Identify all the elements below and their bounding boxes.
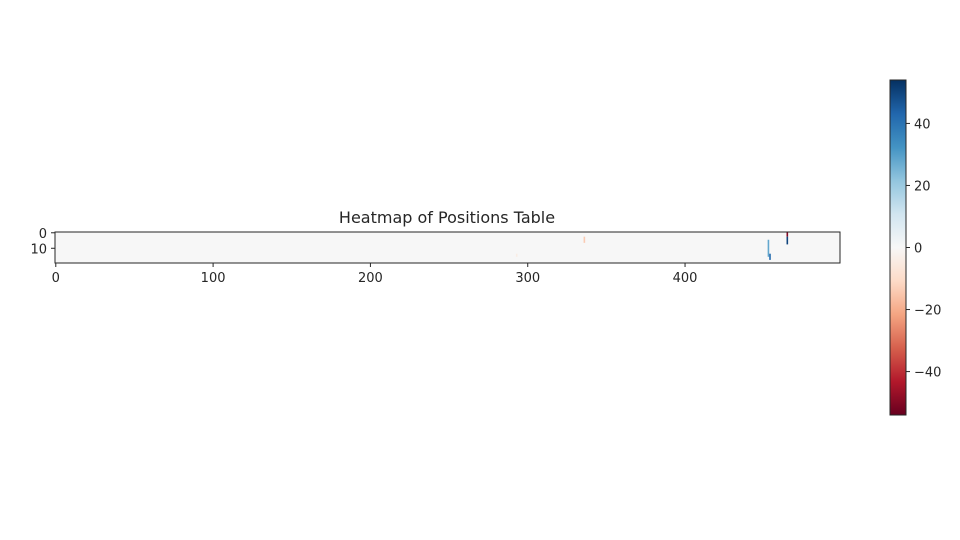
x-tick-label: 100 xyxy=(201,271,226,286)
heatmap-cell xyxy=(515,253,518,257)
heatmap-cell xyxy=(786,236,789,245)
y-tick-label: 10 xyxy=(30,242,47,257)
colorbar-gradient xyxy=(890,80,906,415)
heatmap-cell xyxy=(767,239,770,257)
heatmap-plot-area xyxy=(54,231,841,264)
colorbar-tick-label: −20 xyxy=(914,304,941,319)
heatmap-background xyxy=(55,232,840,263)
colorbar-ticks: −40 −20 0 20 40 xyxy=(906,117,941,381)
heatmap-cell xyxy=(583,236,586,243)
chart-title: Heatmap of Positions Table xyxy=(339,208,555,227)
heatmap-cell xyxy=(786,232,789,237)
colorbar-tick-label: 20 xyxy=(914,179,931,194)
plot-frame xyxy=(54,231,841,264)
x-tick-label: 200 xyxy=(358,271,383,286)
colorbar-tick-label: 40 xyxy=(914,117,931,132)
x-axis: 0 100 200 300 400 xyxy=(52,263,698,286)
y-axis: 010 xyxy=(30,227,55,257)
y-tick-label: 0 xyxy=(39,227,47,242)
colorbar-tick-label: −40 xyxy=(914,366,941,381)
colorbar-tick-label: 0 xyxy=(914,242,922,257)
heatmap-cells xyxy=(515,232,789,260)
colorbar: −40 −20 0 20 40 xyxy=(889,79,941,416)
x-tick-label: 300 xyxy=(515,271,540,286)
heatmap-cell xyxy=(769,253,771,260)
x-tick-label: 400 xyxy=(673,271,698,286)
x-tick-label: 0 xyxy=(52,271,60,286)
